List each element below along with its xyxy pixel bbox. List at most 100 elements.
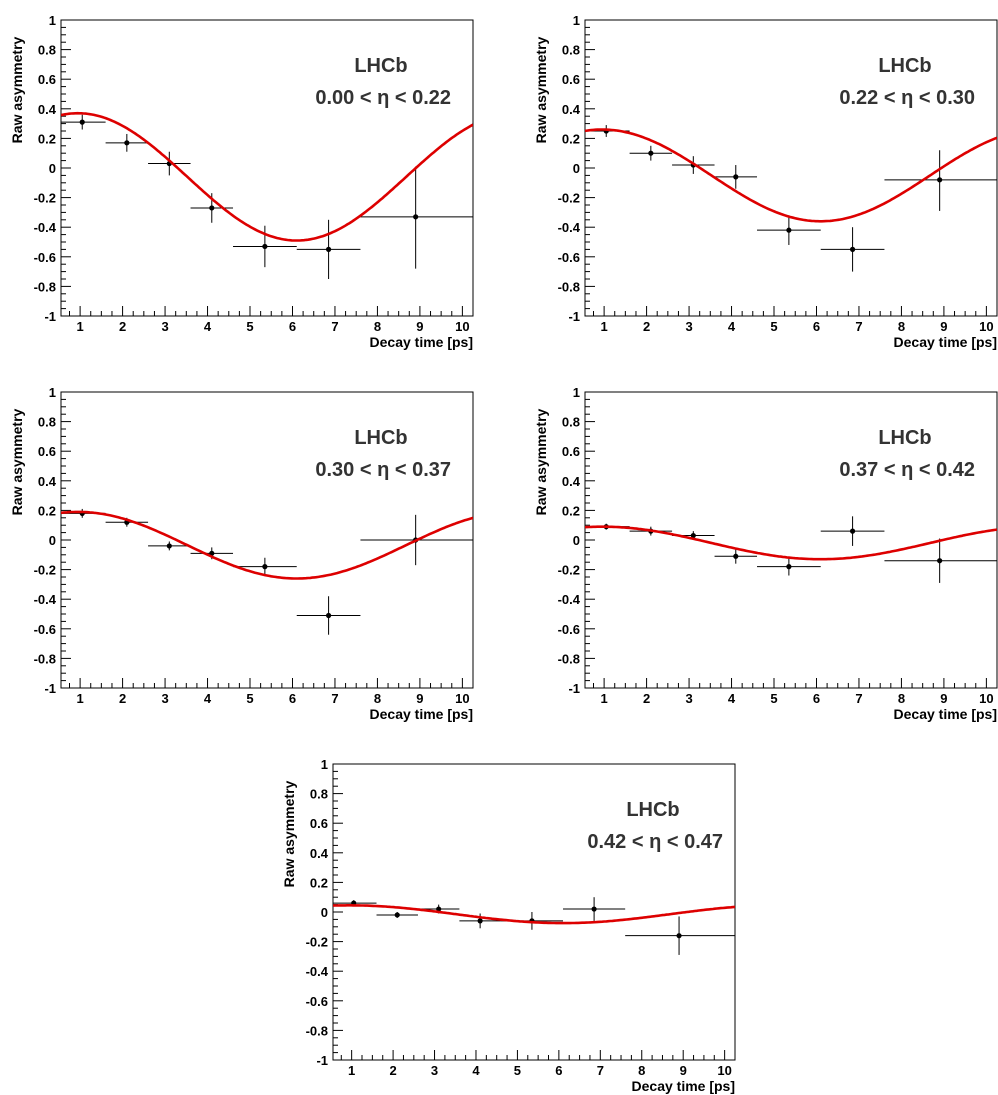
y-tick-label: 0 xyxy=(321,905,328,920)
x-tick-label: 2 xyxy=(643,691,650,706)
y-tick-label: -0.2 xyxy=(34,191,56,206)
x-tick-label: 9 xyxy=(940,319,947,334)
x-tick-label: 4 xyxy=(728,319,736,334)
y-tick-label: -0.4 xyxy=(306,964,329,979)
y-tick-label: 0.2 xyxy=(38,503,56,518)
x-axis-title: Decay time [ps] xyxy=(632,1078,735,1094)
data-marker xyxy=(591,906,597,912)
y-tick-label: -0.2 xyxy=(306,935,328,950)
data-marker xyxy=(786,564,792,570)
y-tick-label: 0.2 xyxy=(562,131,580,146)
panel-e: -1 -0.8 -0.6 -0.4 -0.2 0 0.2 0.4 0.6 0.8 1 1 2 3 4 5 6 7 8… xyxy=(281,757,736,1094)
y-tick-label: -0.4 xyxy=(558,220,581,235)
data-marker xyxy=(262,243,268,250)
y-tick-label: -0.8 xyxy=(34,651,56,666)
y-tick-label: -1 xyxy=(568,681,580,696)
fit-curve xyxy=(61,510,473,580)
plot-marks xyxy=(61,508,473,635)
data-marker xyxy=(394,912,400,918)
y-tick-label: -0.8 xyxy=(558,279,580,294)
y-tick-label: -0.8 xyxy=(306,1023,328,1038)
data-point xyxy=(884,150,997,211)
data-marker xyxy=(648,150,654,156)
data-point xyxy=(629,145,673,161)
y-axis-title: Raw asymmetry xyxy=(533,408,549,515)
y-axis-title: Raw asymmetry xyxy=(9,408,25,515)
y-axis-title: Raw asymmetry xyxy=(9,36,25,143)
data-point xyxy=(233,225,297,268)
x-tick-label: 3 xyxy=(161,319,168,334)
y-tick-label: -0.6 xyxy=(558,622,580,637)
data-point xyxy=(376,912,418,918)
fit-curve xyxy=(333,904,735,925)
x-tick-label: 5 xyxy=(514,1063,521,1078)
y-tick-label: -0.6 xyxy=(306,994,328,1009)
x-tick-label: 5 xyxy=(770,319,777,334)
eta-range-label: 0.22 < η < 0.30 xyxy=(839,87,975,109)
x-tick-label: 5 xyxy=(770,691,777,706)
x-tick-label: 6 xyxy=(289,691,296,706)
data-point xyxy=(757,557,821,576)
y-tick-label: -1 xyxy=(44,681,56,696)
data-point xyxy=(884,538,997,583)
y-tick-label: 0 xyxy=(49,161,56,176)
y-tick-label: 0.8 xyxy=(38,43,56,58)
plot-marks xyxy=(585,125,997,272)
y-tick-label: -1 xyxy=(44,309,56,324)
x-tick-label: 8 xyxy=(374,319,381,334)
y-tick-label: 0.6 xyxy=(310,816,328,831)
fit-curve xyxy=(585,525,997,561)
y-tick-label: 0.6 xyxy=(38,444,56,459)
data-point xyxy=(625,916,735,955)
y-tick-label: -0.6 xyxy=(34,622,56,637)
data-point xyxy=(296,596,361,635)
fit-curve xyxy=(585,128,997,223)
data-marker xyxy=(676,933,682,939)
data-point xyxy=(563,897,626,921)
panel-d: -1 -0.8 -0.6 -0.4 -0.2 0 0.2 0.4 0.6 0.8 1 1 2 3 4 5 6 7 8… xyxy=(533,385,998,722)
y-tick-label: 1 xyxy=(49,13,56,28)
x-tick-label: 3 xyxy=(161,691,168,706)
y-tick-label: -0.2 xyxy=(34,563,56,578)
y-axis-title: Raw asymmetry xyxy=(281,780,297,887)
x-tick-label: 1 xyxy=(600,319,607,334)
data-point xyxy=(714,165,758,189)
data-marker xyxy=(262,564,268,570)
data-point xyxy=(459,913,501,929)
x-tick-label: 4 xyxy=(728,691,736,706)
y-tick-label: 1 xyxy=(573,385,580,400)
y-tick-label: -0.2 xyxy=(558,563,580,578)
x-axis-title: Decay time [ps] xyxy=(370,334,473,350)
y-tick-label: -0.6 xyxy=(34,250,56,265)
y-tick-label: -1 xyxy=(568,309,580,324)
y-tick-label: 0.6 xyxy=(38,72,56,87)
x-tick-label: 1 xyxy=(348,1063,355,1078)
y-tick-label: -0.4 xyxy=(558,592,581,607)
x-tick-label: 9 xyxy=(416,319,423,334)
data-marker xyxy=(477,918,483,924)
data-marker xyxy=(849,528,856,534)
y-tick-label: 0.2 xyxy=(38,131,56,146)
x-tick-label: 8 xyxy=(898,319,905,334)
y-tick-label: 0 xyxy=(573,161,580,176)
eta-range-label: 0.42 < η < 0.47 xyxy=(587,831,723,853)
x-tick-label: 10 xyxy=(979,319,993,334)
x-tick-label: 3 xyxy=(685,319,692,334)
y-tick-label: 0.8 xyxy=(562,43,580,58)
eta-range-label: 0.30 < η < 0.37 xyxy=(315,459,451,481)
panel-c: -1 -0.8 -0.6 -0.4 -0.2 0 0.2 0.4 0.6 0.8 1 1 2 3 4 5 6 7 8… xyxy=(9,385,474,722)
x-tick-label: 1 xyxy=(600,691,607,706)
x-axis-title: Decay time [ps] xyxy=(370,706,473,722)
panel-a: -1 -0.8 -0.6 -0.4 -0.2 0 0.2 0.4 0.6 0.8 1 1 2 3 4 5 6 7 8… xyxy=(9,13,474,350)
data-point xyxy=(105,133,149,152)
data-marker xyxy=(325,612,332,619)
data-point xyxy=(360,166,473,269)
y-tick-label: -0.8 xyxy=(558,651,580,666)
x-tick-label: 10 xyxy=(717,1063,731,1078)
data-point xyxy=(105,517,149,527)
x-tick-label: 4 xyxy=(204,691,212,706)
x-tick-label: 7 xyxy=(855,691,862,706)
x-tick-label: 1 xyxy=(76,691,83,706)
data-marker xyxy=(209,205,215,211)
